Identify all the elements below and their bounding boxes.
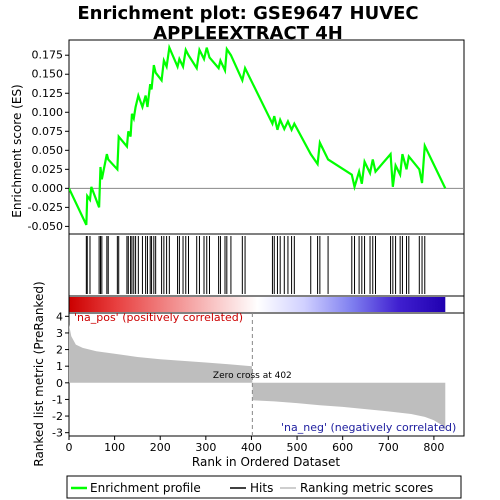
ranked-list-y-axis-label: Ranked list metric (PreRanked) — [32, 281, 46, 466]
legend-ranking-metric-label: Ranking metric scores — [300, 481, 433, 495]
x-tick-label: 100 — [104, 441, 125, 454]
x-tick-label: 400 — [241, 441, 262, 454]
ranked-list-y-tick-label: 0 — [56, 377, 63, 390]
x-tick-label: 600 — [332, 441, 353, 454]
x-tick-label: 200 — [150, 441, 171, 454]
ranked-list-y-tick-label: -3 — [52, 427, 63, 440]
es-y-tick-label: 0.050 — [32, 144, 64, 157]
es-y-tick-label: 0.000 — [32, 182, 64, 195]
es-y-tick-label: 0.125 — [32, 87, 64, 100]
es-y-axis-label: Enrichment score (ES) — [10, 84, 24, 217]
ranked-list-y-tick-label: 3 — [56, 327, 63, 340]
chart-title-line1: Enrichment plot: GSE9647 HUVEC — [77, 3, 418, 24]
ranked-list-y-tick-label: -2 — [52, 410, 63, 423]
ranked-list-y-axis: -3 -2 -1 0 1 2 3 4 — [52, 310, 69, 440]
es-y-axis: -0.050 -0.025 0.000 0.025 0.050 0.075 0.100 0.1… — [28, 49, 69, 233]
es-y-tick-label: 0.150 — [32, 68, 64, 81]
chart-title-line2: APPLEEXTRACT 4H — [153, 23, 343, 44]
es-y-tick-label: -0.050 — [28, 220, 63, 233]
ranked-list-y-tick-label: 2 — [56, 344, 63, 357]
ranked-list-y-tick-label: 1 — [56, 360, 63, 373]
zero-cross-label: Zero cross at 402 — [213, 371, 292, 381]
rank-color-bar — [69, 297, 446, 312]
legend-hits-label: Hits — [250, 481, 273, 495]
es-y-tick-label: 0.100 — [32, 106, 64, 119]
hits-marks — [85, 236, 426, 294]
x-tick-label: 700 — [378, 441, 399, 454]
ranked-list-y-tick-label: -1 — [52, 393, 63, 406]
es-y-tick-label: 0.075 — [32, 125, 64, 138]
x-tick-label: 300 — [195, 441, 216, 454]
es-y-tick-label: 0.025 — [32, 163, 64, 176]
x-tick-label: 500 — [287, 441, 308, 454]
es-panel-frame — [68, 39, 465, 235]
x-axis: 0 100 200 300 400 500 600 700 800 — [66, 436, 444, 454]
es-y-tick-label: 0.175 — [32, 49, 64, 62]
ranked-list-y-tick-label: 4 — [56, 310, 63, 323]
pos-correlated-label: 'na_pos' (positively correlated) — [74, 311, 243, 324]
x-tick-label: 0 — [66, 441, 73, 454]
legend-frame — [66, 475, 462, 499]
es-y-tick-label: -0.025 — [28, 201, 63, 214]
x-axis-label: Rank in Ordered Dataset — [192, 455, 340, 469]
enrichment-profile-line — [69, 43, 447, 226]
hits-panel-frame — [68, 233, 465, 297]
legend-enrichment-profile-label: Enrichment profile — [90, 481, 201, 495]
ranking-metric-area — [69, 324, 446, 431]
x-tick-label: 800 — [423, 441, 444, 454]
neg-correlated-label: 'na_neg' (negatively correlated) — [281, 421, 456, 434]
